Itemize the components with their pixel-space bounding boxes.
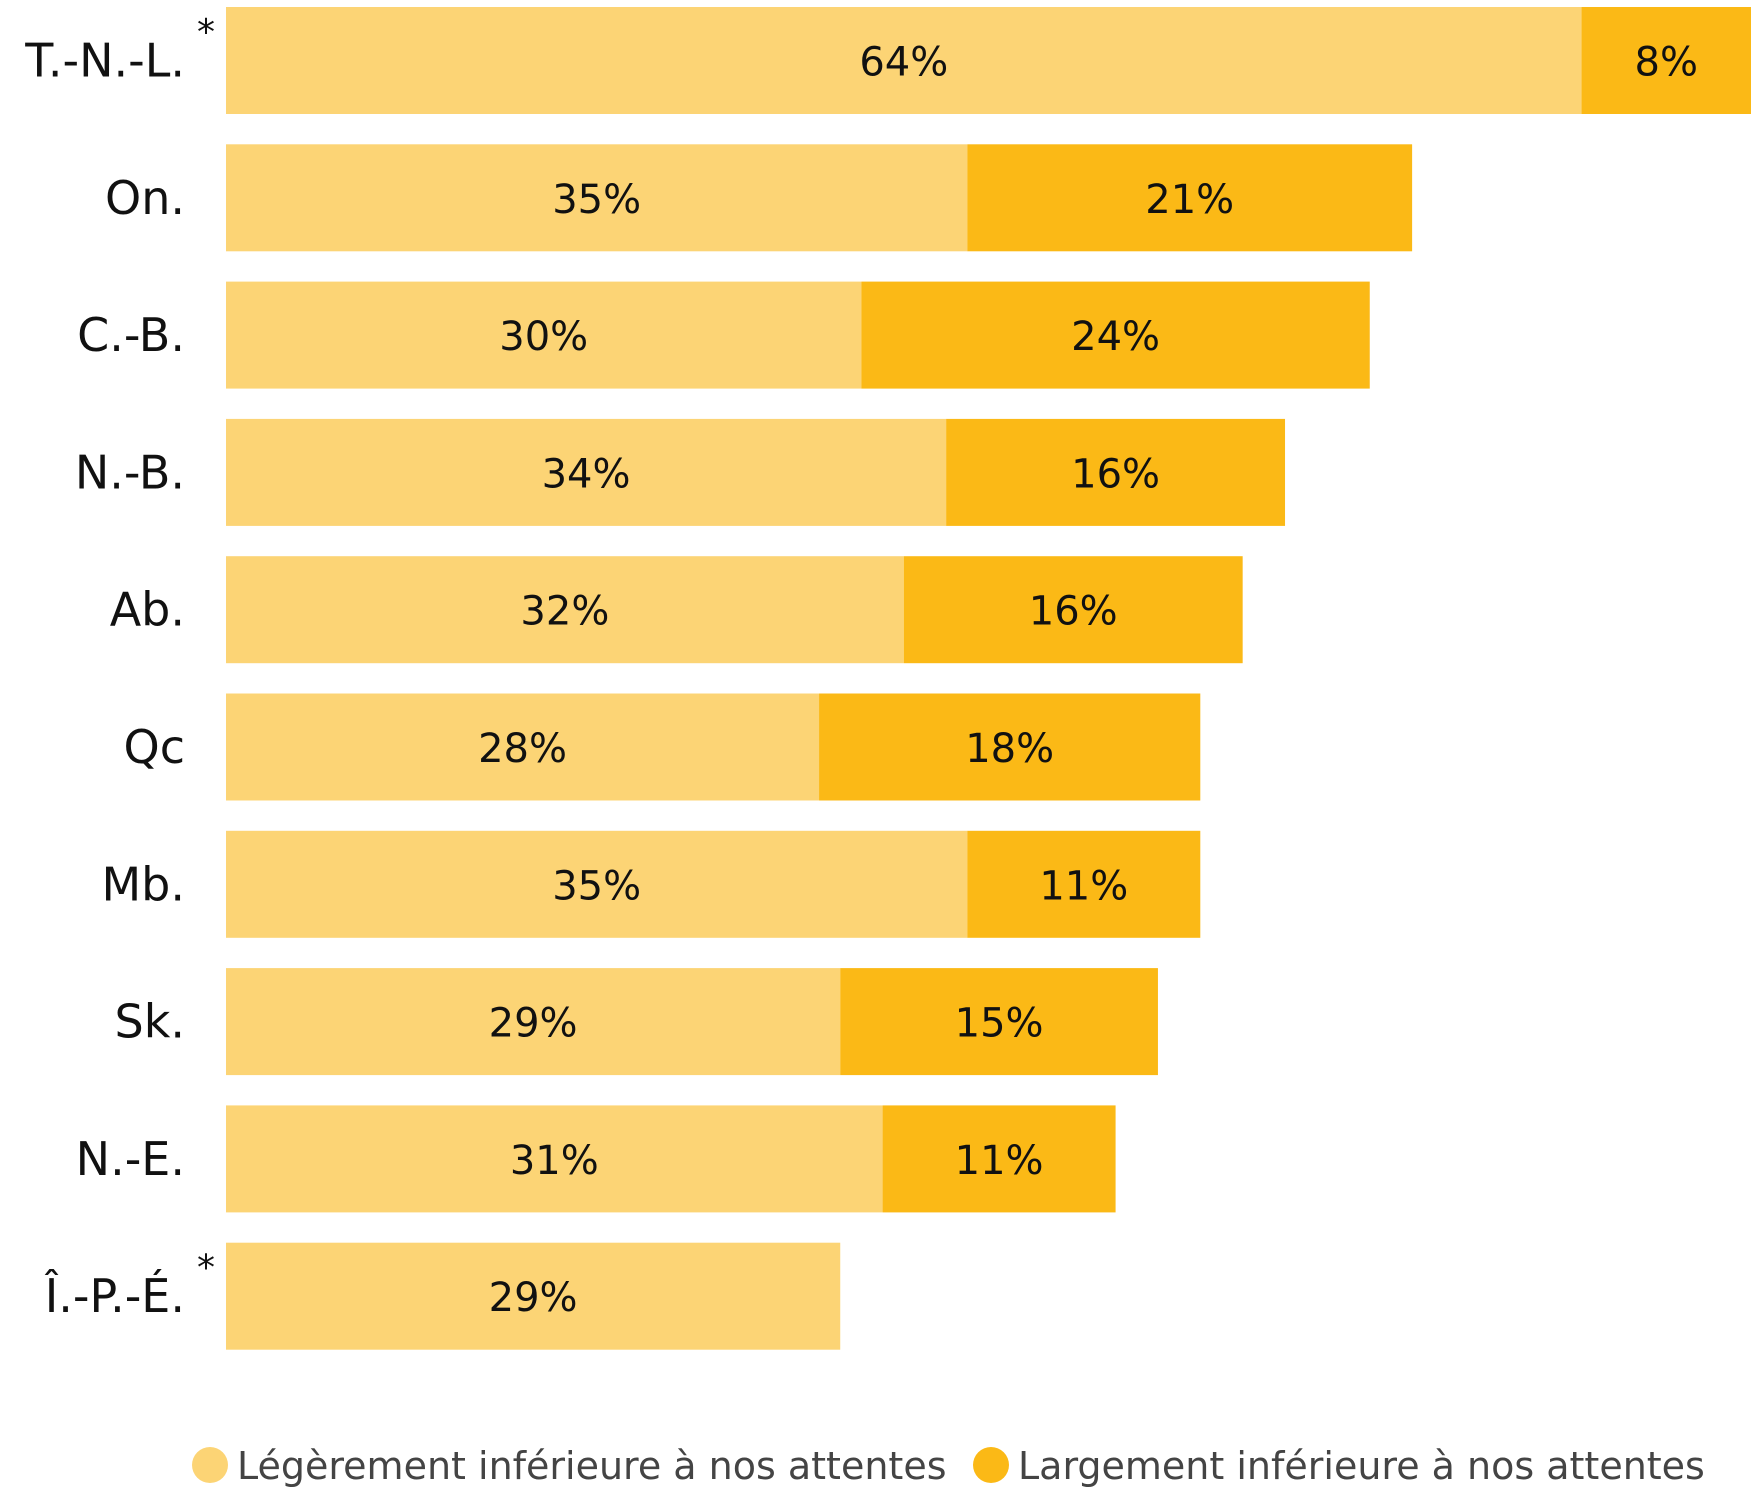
data-label: 18% — [965, 726, 1054, 772]
bar-segment-light — [226, 144, 968, 252]
data-label: 16% — [1071, 451, 1160, 497]
bar-segment-dark — [882, 1105, 1116, 1213]
legend-label-light: Légèrement inférieure à nos attentes — [237, 1444, 947, 1488]
bar-segment-light — [226, 830, 968, 938]
category-label: Î.-P.-É. — [44, 1269, 185, 1323]
category-label: Sk. — [115, 995, 185, 1049]
data-label: 35% — [552, 177, 641, 223]
data-label: 24% — [1071, 314, 1160, 360]
data-label: 8% — [1635, 40, 1698, 86]
legend: Légèrement inférieure à nos attentes Lar… — [192, 1444, 1705, 1488]
data-label: 31% — [510, 1138, 599, 1184]
bar-segment-light — [226, 7, 1582, 114]
bar-segment-dark — [861, 281, 1370, 389]
bar-segment-light — [226, 556, 904, 664]
data-label: 34% — [542, 451, 631, 497]
category-label: T.-N.-L. — [24, 34, 185, 88]
category-label: Ab. — [110, 583, 185, 637]
data-label: 29% — [489, 1275, 578, 1321]
bar-segment-dark — [967, 144, 1413, 252]
category-label: On. — [105, 171, 185, 225]
category-label: N.-B. — [75, 445, 185, 499]
data-label: 32% — [520, 589, 609, 635]
data-label: 21% — [1145, 177, 1234, 223]
bar-segment-light — [226, 281, 862, 389]
data-label: 64% — [859, 40, 948, 86]
data-label: 11% — [955, 1138, 1044, 1184]
bar-segment-dark — [1581, 7, 1751, 114]
data-label: 15% — [955, 1001, 1044, 1047]
data-label: 30% — [499, 314, 588, 360]
category-label: Qc — [124, 720, 186, 774]
bar-segment-light — [226, 693, 820, 801]
bar-segment-dark — [967, 830, 1201, 938]
bar-segment-light — [226, 1242, 841, 1350]
bar-segment-dark — [903, 556, 1243, 664]
data-label: 11% — [1039, 863, 1128, 909]
bar-segment-dark — [819, 693, 1201, 801]
data-label: 29% — [489, 1001, 578, 1047]
bar-segment-dark — [946, 418, 1286, 526]
bar-segment-light — [226, 418, 947, 526]
legend-swatch-dark — [973, 1447, 1009, 1483]
legend-swatch-light — [192, 1447, 228, 1483]
category-label: C.-B. — [77, 308, 185, 362]
footnote-marker: * — [197, 12, 215, 53]
bar-segment-light — [226, 968, 841, 1076]
data-label: 28% — [478, 726, 567, 772]
bar-segment-dark — [840, 968, 1158, 1076]
legend-label-dark: Largement inférieure à nos attentes — [1018, 1444, 1705, 1488]
data-label: 35% — [552, 863, 641, 909]
category-label: N.-E. — [76, 1132, 185, 1186]
category-label: Mb. — [101, 857, 185, 911]
bar-segment-light — [226, 1105, 883, 1213]
plot-area: T.-N.-L. * 64% 8% On. 35% 21% C.-B. 30% 24% N.-B. 3… — [24, 7, 1751, 1350]
data-label: 16% — [1029, 589, 1118, 635]
footnote-marker: * — [197, 1248, 215, 1289]
